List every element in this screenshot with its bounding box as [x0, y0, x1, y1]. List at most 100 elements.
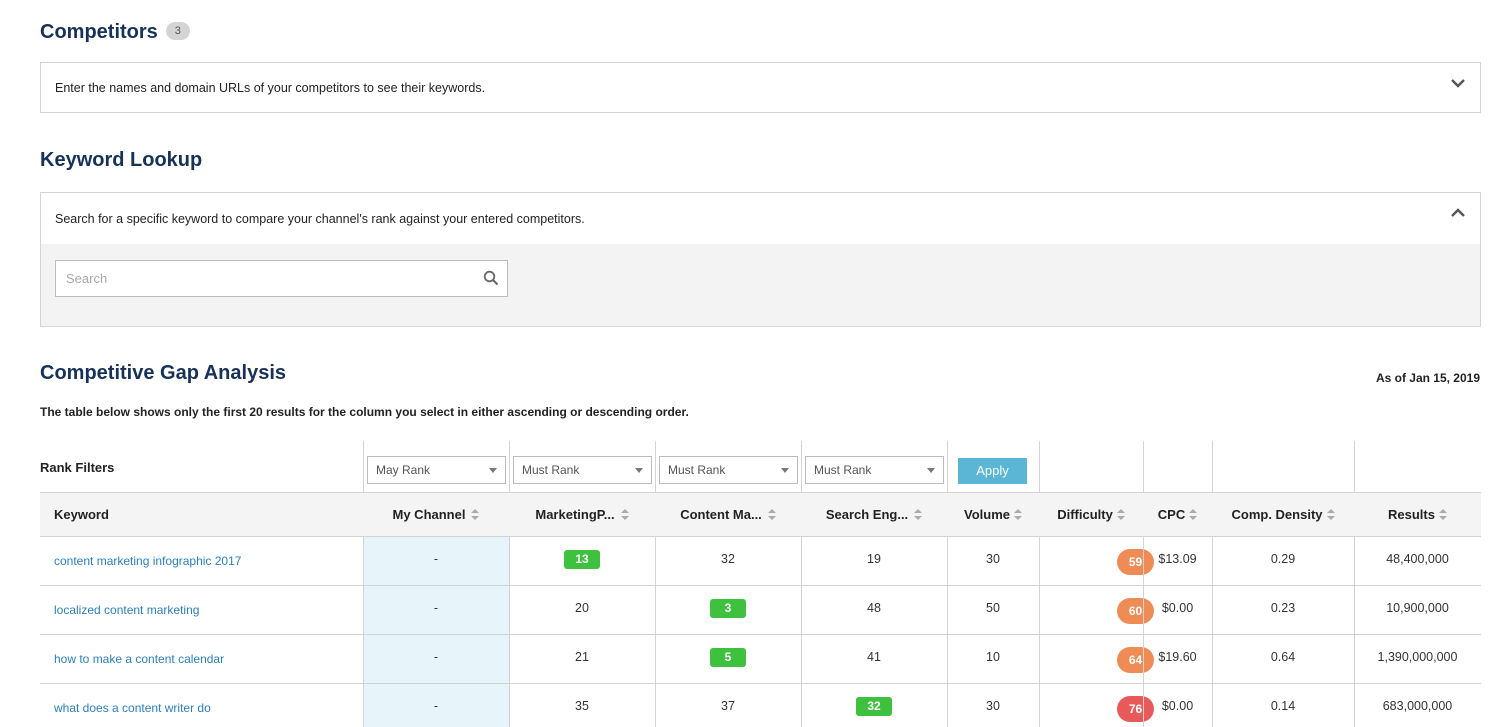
divider	[1212, 537, 1213, 585]
divider	[363, 684, 364, 727]
table-cell: $19.60	[1143, 635, 1212, 683]
chevron-up-icon[interactable]	[1450, 205, 1466, 221]
keyword-lookup-body	[40, 244, 1481, 327]
divider	[655, 586, 656, 634]
volume-value: 50	[986, 601, 1000, 615]
table-cell: 30	[947, 684, 1039, 727]
table-cell: $0.00	[1143, 586, 1212, 634]
keyword-link[interactable]: content marketing infographic 2017	[54, 554, 242, 568]
divider	[1212, 441, 1213, 493]
table-cell: 10	[947, 635, 1039, 683]
sort-icon[interactable]	[1014, 509, 1022, 521]
column-header-competitor-3[interactable]: Search Eng...	[801, 493, 947, 537]
column-label: CPC	[1157, 507, 1186, 522]
competitor-3-rank: 19	[867, 552, 881, 566]
column-label: MarketingP...	[535, 507, 615, 522]
column-label: Search Eng...	[825, 507, 909, 522]
divider	[363, 586, 364, 634]
table-cell: 32	[801, 684, 947, 727]
column-header-competitor-2[interactable]: Content Ma...	[655, 493, 801, 537]
caret-down-icon	[489, 468, 497, 473]
column-header-my-channel[interactable]: My Channel	[363, 493, 509, 537]
divider	[1354, 441, 1355, 493]
my-channel-rank: -	[433, 552, 439, 566]
column-header-results[interactable]: Results	[1354, 493, 1481, 537]
column-label: Keyword	[54, 507, 109, 522]
column-header-comp-density[interactable]: Comp. Density	[1212, 493, 1354, 537]
divider	[509, 586, 510, 634]
competitor-1-rank-best-badge: 13	[564, 550, 600, 569]
difficulty-badge: 60	[1117, 598, 1154, 624]
table-cell: 0.29	[1212, 537, 1354, 585]
table-cell: -	[363, 537, 509, 585]
column-header-competitor-1[interactable]: MarketingP...	[509, 493, 655, 537]
table-cell: $0.00	[1143, 684, 1212, 727]
rank-filter-row: Rank Filters	[40, 441, 1481, 493]
sort-icon[interactable]	[767, 509, 776, 521]
column-header-keyword[interactable]: Keyword	[40, 493, 363, 537]
divider	[1143, 635, 1144, 683]
keyword-lookup-panel[interactable]: Search for a specific keyword to compare…	[40, 192, 1481, 245]
search-icon[interactable]	[483, 270, 499, 286]
divider	[1354, 537, 1355, 585]
my-channel-rank: -	[433, 650, 439, 664]
table-row: how to make a content calendar - 21 5 41 10 64…	[40, 635, 1481, 684]
table-cell: -	[363, 684, 509, 727]
competitor-1-rank-filter[interactable]: Must Rank	[513, 456, 652, 484]
my-channel-rank-filter[interactable]: May Rank	[367, 456, 506, 484]
select-value: Must Rank	[668, 463, 726, 477]
column-label: Volume	[964, 507, 1010, 522]
divider	[363, 635, 364, 683]
divider	[655, 441, 656, 493]
column-header-difficulty[interactable]: Difficulty	[1039, 493, 1143, 537]
apply-button[interactable]: Apply	[958, 458, 1027, 484]
divider	[655, 635, 656, 683]
divider	[655, 537, 656, 585]
competitors-panel[interactable]: Enter the names and domain URLs of your …	[40, 62, 1481, 113]
rank-filters-label: Rank Filters	[40, 460, 115, 475]
divider	[947, 586, 948, 634]
sort-icon[interactable]	[1438, 509, 1447, 521]
my-channel-rank: -	[433, 601, 439, 615]
table-cell: 41	[801, 635, 947, 683]
column-label: Results	[1388, 507, 1435, 522]
table-cell: 19	[801, 537, 947, 585]
competitors-title: Competitors 3	[40, 21, 190, 44]
search-input[interactable]	[56, 261, 476, 296]
table-cell: 50	[947, 586, 1039, 634]
comp-density-value: 0.64	[1270, 650, 1296, 664]
divider	[1212, 684, 1213, 727]
sort-icon[interactable]	[1116, 509, 1125, 521]
search-box[interactable]	[55, 260, 508, 297]
sort-icon[interactable]	[471, 509, 480, 521]
my-channel-rank: -	[433, 699, 439, 713]
sort-icon[interactable]	[620, 509, 629, 521]
competitors-count-badge: 3	[165, 21, 190, 40]
competitors-description: Enter the names and domain URLs of your …	[55, 81, 486, 95]
column-header-cpc[interactable]: CPC	[1143, 493, 1212, 537]
sort-icon[interactable]	[1326, 509, 1335, 521]
competitor-3-rank: 41	[867, 650, 881, 664]
table-cell: 21	[509, 635, 655, 683]
difficulty-badge: 59	[1117, 549, 1154, 575]
divider	[1039, 441, 1040, 493]
results-value: 10,900,000	[1386, 601, 1449, 615]
keyword-link[interactable]: how to make a content calendar	[54, 652, 225, 666]
keyword-link[interactable]: localized content marketing	[54, 603, 200, 617]
keyword-lookup-title: Keyword Lookup	[40, 149, 203, 171]
table-cell: 60	[1039, 586, 1154, 634]
divider	[1143, 441, 1144, 493]
sort-icon[interactable]	[914, 509, 923, 521]
divider	[1039, 586, 1040, 634]
sort-icon[interactable]	[1189, 509, 1198, 521]
caret-down-icon	[781, 468, 789, 473]
column-header-volume[interactable]: Volume	[947, 493, 1039, 537]
table-cell: $13.09	[1143, 537, 1212, 585]
volume-value: 30	[986, 552, 1000, 566]
difficulty-badge: 64	[1117, 647, 1154, 673]
competitor-3-rank-filter[interactable]: Must Rank	[805, 456, 944, 484]
table-cell: 32	[655, 537, 801, 585]
chevron-down-icon[interactable]	[1450, 75, 1466, 91]
keyword-link[interactable]: what does a content writer do	[54, 701, 211, 715]
competitor-2-rank-filter[interactable]: Must Rank	[659, 456, 798, 484]
